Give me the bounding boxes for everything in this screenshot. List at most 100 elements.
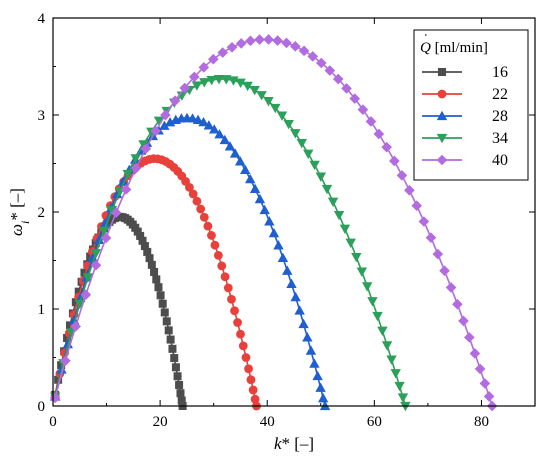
data-point [220,272,230,282]
x-axis-title: k* [–] [274,434,314,453]
data-point [270,103,281,114]
data-point [209,124,220,134]
data-point [356,267,368,277]
data-point [196,204,206,214]
data-point [432,248,444,260]
data-point [99,218,111,228]
data-point [87,252,98,262]
data-point [437,89,447,99]
data-point [242,81,253,92]
data-point [394,381,405,392]
data-point [294,305,305,315]
data-point [130,162,142,174]
data-point [140,242,149,251]
data-point [221,75,232,85]
data-point [166,335,175,344]
data-point [321,184,333,195]
data-point [227,294,236,304]
data-point [283,119,294,130]
data-point [224,141,236,151]
data-point [80,289,92,301]
data-point [164,326,173,335]
data-point [249,183,261,193]
data-point [145,254,154,263]
data-point [362,282,373,292]
data-point [106,206,118,216]
data-point [98,226,110,237]
data-point [290,41,301,52]
data-point [339,224,351,234]
data-point [171,363,180,372]
data-point [372,311,383,322]
data-point [198,62,210,73]
data-point [349,93,361,104]
data-point [341,83,352,94]
data-point [199,212,209,222]
data-point [192,114,204,124]
data-point [458,315,469,327]
data-point [160,308,169,317]
data-point [298,45,310,57]
data-point [286,278,297,288]
data-point [130,154,141,164]
data-point [281,37,292,49]
data-point [479,378,491,389]
data-point [245,35,256,47]
legend-label: 16 [492,64,508,81]
data-point [332,73,344,85]
data-point [164,117,176,127]
data-point [150,125,161,137]
data-point [452,298,463,310]
x-tick-label: 40 [260,414,275,430]
legend-entry-34: 34 [422,130,508,147]
data-point [168,344,177,353]
data-point [70,321,81,332]
data-point [248,385,258,395]
data-point [170,354,179,363]
data-point [303,149,314,159]
data-point [276,111,288,121]
data-point [469,348,481,359]
data-point [175,380,184,389]
data-point [217,261,227,271]
data-point [90,249,102,259]
y-tick-label: 2 [38,205,46,221]
data-point [377,326,388,337]
data-point [246,375,256,385]
data-point [60,355,71,367]
data-point [250,394,260,404]
data-point [74,287,83,296]
data-point [309,358,320,368]
data-point [464,332,475,343]
y-tick-label: 4 [38,11,46,27]
data-point [153,116,165,126]
data-point [268,227,280,238]
data-point [138,236,147,245]
data-point [273,240,284,250]
data-point [436,133,448,144]
data-point [192,196,202,206]
data-point [254,34,265,45]
data-point [122,169,134,180]
data-point [203,221,213,231]
data-point [173,372,182,381]
data-point [80,268,89,277]
data-point [390,369,401,379]
data-point [65,321,74,330]
data-point [425,232,437,243]
legend-entry-40: 40 [422,152,508,169]
data-point [154,283,163,292]
data-point [439,265,450,276]
data-point [259,204,270,215]
data-point [226,42,238,53]
legend-entry-22: 22 [422,86,508,103]
data-point [397,393,409,403]
legend-label: 28 [492,108,508,125]
x-tick-label: 20 [153,414,168,430]
data-point [176,389,185,398]
data-point [219,134,230,145]
data-point [351,252,362,263]
data-point [140,143,152,155]
data-point [436,154,448,166]
